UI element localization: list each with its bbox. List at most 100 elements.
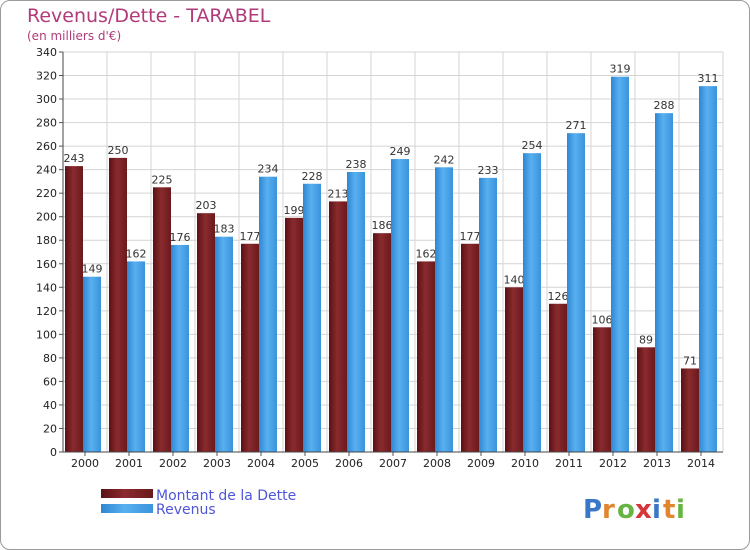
value-label-revenus: 176	[170, 231, 191, 244]
y-tick-label: 100	[36, 328, 57, 341]
bar-dette	[373, 233, 391, 452]
x-tick-label: 2010	[511, 457, 539, 470]
x-tick-label: 2011	[555, 457, 583, 470]
y-tick-label: 80	[43, 352, 57, 365]
y-tick-label: 240	[36, 164, 57, 177]
y-tick-label: 60	[43, 375, 57, 388]
bar-revenus	[171, 244, 189, 452]
bar-revenus	[435, 167, 453, 452]
logo-letter: P	[583, 495, 602, 525]
bar-dette	[285, 217, 303, 452]
x-tick-label: 2012	[599, 457, 627, 470]
value-label-dette: 225	[152, 173, 173, 186]
bar-dette	[637, 347, 655, 452]
y-tick-label: 160	[36, 258, 57, 271]
bar-dette	[417, 261, 435, 452]
bar-revenus	[215, 236, 233, 452]
bar-revenus	[611, 76, 629, 453]
x-tick-label: 2000	[71, 457, 99, 470]
y-tick-label: 180	[36, 234, 57, 247]
x-tick-label: 2005	[291, 457, 319, 470]
x-tick-label: 2009	[467, 457, 495, 470]
value-label-dette: 89	[639, 333, 653, 346]
axes: 0 20 40 60 80 100 120 140 160 180 200 220 240 260 280 3…	[36, 46, 723, 470]
bar-revenus	[83, 276, 101, 452]
legend-label-debt: Montant de la Dette	[156, 488, 296, 504]
x-tick-label: 2004	[247, 457, 275, 470]
bar-dette	[153, 187, 171, 452]
value-label-revenus: 271	[566, 119, 587, 132]
value-label-revenus: 233	[478, 164, 499, 177]
bar-revenus	[347, 172, 365, 452]
y-tick-label: 280	[36, 117, 57, 130]
value-label-revenus: 254	[522, 139, 543, 152]
value-label-dette: 106	[592, 313, 613, 326]
bar-revenus	[479, 177, 497, 452]
bars: 243 149 250 162 225 176 203 183 177 234 199 228 213 2…	[64, 63, 719, 453]
value-label-dette: 140	[504, 273, 525, 286]
y-tick-label: 0	[50, 446, 57, 459]
bar-revenus	[303, 183, 321, 452]
x-tick-label: 2008	[423, 457, 451, 470]
bar-revenus	[699, 86, 717, 452]
value-label-dette: 213	[328, 187, 349, 200]
logo-letter: t	[663, 495, 675, 525]
value-label-revenus: 183	[214, 223, 235, 236]
bar-dette	[329, 201, 347, 452]
logo-letter: r	[602, 495, 615, 525]
y-tick-label: 260	[36, 140, 57, 153]
value-label-dette: 177	[240, 230, 261, 243]
value-label-dette: 199	[284, 204, 305, 217]
y-tick-label: 120	[36, 305, 57, 318]
y-tick-label: 20	[43, 422, 57, 435]
legend: Montant de la Dette Revenus	[101, 488, 296, 518]
value-label-revenus: 238	[346, 158, 367, 171]
bar-dette	[197, 213, 215, 452]
bar-dette	[505, 287, 523, 452]
logo-letter: i	[652, 495, 661, 525]
value-label-revenus: 249	[390, 145, 411, 158]
x-tick-label: 2002	[159, 457, 187, 470]
value-label-revenus: 162	[126, 247, 147, 260]
legend-swatch-revenus	[101, 504, 153, 513]
value-label-revenus: 228	[302, 170, 323, 183]
y-tick-label: 200	[36, 211, 57, 224]
value-label-dette: 203	[196, 199, 217, 212]
value-label-revenus: 234	[258, 163, 279, 176]
logo-letter: i	[676, 495, 685, 525]
value-label-dette: 162	[416, 247, 437, 260]
x-tick-label: 2014	[687, 457, 715, 470]
bar-revenus	[655, 113, 673, 453]
value-label-revenus: 288	[654, 99, 675, 112]
bar-revenus	[523, 153, 541, 453]
bar-revenus	[127, 261, 145, 452]
legend-label-revenus: Revenus	[156, 502, 216, 518]
y-tick-label: 340	[36, 46, 57, 59]
bar-dette	[65, 166, 83, 452]
value-label-dette: 243	[64, 152, 85, 165]
value-label-revenus: 319	[610, 63, 631, 76]
y-tick-label: 220	[36, 187, 57, 200]
x-tick-label: 2013	[643, 457, 671, 470]
value-label-revenus: 242	[434, 153, 455, 166]
legend-swatch-debt	[101, 489, 153, 498]
bar-dette	[461, 243, 479, 452]
bar-dette	[109, 157, 127, 452]
bar-dette	[549, 303, 567, 452]
bar-revenus	[567, 133, 585, 453]
x-tick-label: 2007	[379, 457, 407, 470]
bar-revenus	[391, 159, 409, 452]
y-tick-label: 140	[36, 281, 57, 294]
x-tick-label: 2001	[115, 457, 143, 470]
bar-dette	[241, 243, 259, 452]
value-label-dette: 186	[372, 219, 393, 232]
logo-letter: o	[617, 495, 635, 525]
value-label-dette: 71	[683, 354, 697, 367]
y-tick-label: 40	[43, 399, 57, 412]
bar-dette	[681, 368, 699, 452]
x-tick-label: 2006	[335, 457, 363, 470]
value-label-revenus: 311	[698, 72, 719, 85]
